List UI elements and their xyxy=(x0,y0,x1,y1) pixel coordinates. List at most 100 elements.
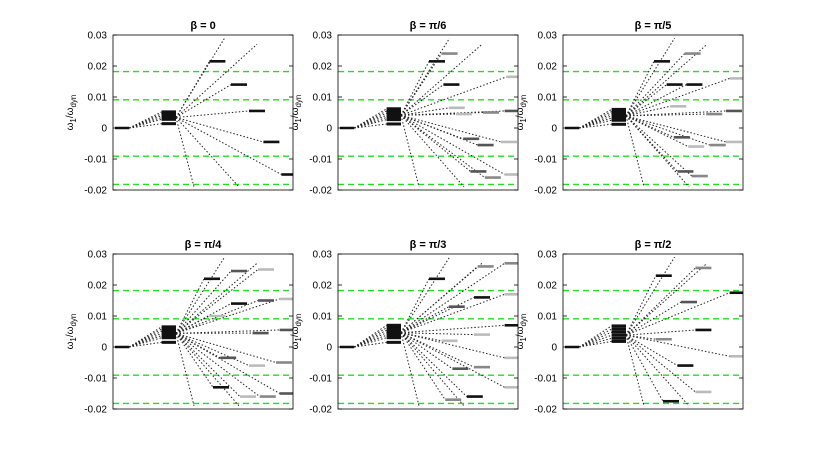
transition-line xyxy=(579,334,612,348)
transition-line xyxy=(353,324,387,348)
y-tick-label: 0 xyxy=(101,343,107,354)
y-tick-label: 0 xyxy=(326,343,332,354)
y-tick-label: 0.01 xyxy=(88,93,108,104)
y-axis-label: ω1/ωdyn xyxy=(65,314,78,350)
transition-line xyxy=(175,116,264,143)
transition-line xyxy=(625,115,693,177)
transition-line xyxy=(625,37,676,117)
transition-line xyxy=(578,331,612,348)
panel-title: β = π/2 xyxy=(635,239,672,251)
transition-line xyxy=(579,119,612,129)
transition-line xyxy=(175,110,250,118)
transition-line xyxy=(400,43,483,116)
y-axis-label: ω1/ωdyn xyxy=(65,95,78,131)
panel-beta-0: β = 0 0.03 0.02 0.01 0 -0.01 -0.02 ω1/ωdyn xyxy=(65,20,294,197)
transition-line xyxy=(128,330,162,348)
y-tick-label: -0.02 xyxy=(84,405,107,416)
y-tick-label: -0.01 xyxy=(309,155,332,166)
transition-line xyxy=(353,110,387,129)
y-tick-label: 0.01 xyxy=(538,312,558,323)
transition-line xyxy=(625,334,664,402)
panel-title: β = 0 xyxy=(190,20,215,32)
axes-box xyxy=(112,253,294,410)
transition-line xyxy=(400,332,505,359)
transition-line xyxy=(128,326,162,348)
y-tick-label: 0.03 xyxy=(538,31,558,42)
transition-line xyxy=(400,37,451,116)
y-tick-label: 0 xyxy=(326,124,332,135)
transition-line xyxy=(400,114,478,146)
y-tick-label: -0.01 xyxy=(84,374,107,385)
transition-line xyxy=(175,117,240,188)
transition-line xyxy=(579,340,612,348)
transition-line xyxy=(400,332,475,336)
transition-line xyxy=(625,334,696,393)
transition-line xyxy=(400,262,483,334)
transition-line xyxy=(175,333,214,388)
transition-line xyxy=(625,334,656,340)
transition-line xyxy=(625,334,730,357)
y-tick-label: -0.01 xyxy=(534,374,557,385)
transition-line xyxy=(400,114,465,188)
y-tick-label: -0.02 xyxy=(309,186,332,197)
y-tick-label: -0.02 xyxy=(534,405,557,416)
y-tick-label: 0.02 xyxy=(313,62,333,73)
y-tick-label: 0.01 xyxy=(538,93,558,104)
y-axis-label: ω1/ωdyn xyxy=(290,314,303,350)
transition-line xyxy=(625,334,678,367)
y-tick-label: 0 xyxy=(551,124,557,135)
y-axis-label: ω1/ωdyn xyxy=(290,95,303,131)
transition-line xyxy=(129,123,162,129)
transition-line xyxy=(175,333,240,407)
transition-line xyxy=(175,332,250,367)
transition-line xyxy=(625,115,690,188)
y-tick-label: 0.02 xyxy=(88,281,108,292)
transition-line xyxy=(400,114,486,179)
transition-line xyxy=(625,115,678,172)
transition-line xyxy=(578,113,612,129)
y-tick-label: 0.03 xyxy=(538,250,558,261)
y-axis-label: ω1/ωdyn xyxy=(515,95,528,131)
transition-line xyxy=(400,107,449,116)
transition-line xyxy=(579,123,612,129)
y-tick-label: 0.02 xyxy=(538,62,558,73)
y-tick-label: -0.01 xyxy=(534,155,557,166)
transition-line xyxy=(353,332,387,348)
transition-line xyxy=(625,77,730,117)
transition-line xyxy=(625,110,727,117)
transition-line xyxy=(625,84,687,117)
transition-line xyxy=(353,108,387,129)
y-tick-label: 0.03 xyxy=(313,250,333,261)
y-tick-label: -0.02 xyxy=(534,186,557,197)
y-tick-label: 0.01 xyxy=(88,312,108,323)
transition-line xyxy=(625,256,676,336)
transition-line xyxy=(400,76,507,116)
transition-line xyxy=(400,114,502,143)
transition-line xyxy=(129,116,162,129)
transition-line xyxy=(625,267,696,336)
y-tick-label: 0.02 xyxy=(88,62,108,73)
transition-line xyxy=(625,84,667,117)
transition-line xyxy=(400,61,430,116)
transition-line xyxy=(400,332,446,400)
transition-line xyxy=(625,43,708,117)
transition-line xyxy=(625,329,696,336)
transition-line xyxy=(400,113,457,116)
transition-line xyxy=(400,296,475,334)
transition-line xyxy=(400,114,471,172)
transition-line xyxy=(129,335,162,348)
transition-line xyxy=(579,117,612,129)
panel-beta-pi-2: β = π/2 0.03 0.02 0.01 0 -0.01 -0.02 ω1/ωdyn xyxy=(515,239,744,416)
transition-line xyxy=(354,116,387,129)
transition-line xyxy=(353,329,387,348)
transition-line xyxy=(625,113,707,117)
transition-line xyxy=(175,117,195,188)
transition-line xyxy=(578,108,612,129)
transition-line xyxy=(128,328,162,348)
transition-line xyxy=(354,334,387,348)
axes-box xyxy=(112,34,294,191)
panel-beta-pi-4: β = π/4 0.03 0.02 0.01 0 -0.01 -0.02 ω1/ωdyn xyxy=(65,239,294,416)
transition-line xyxy=(625,262,708,336)
transition-line xyxy=(175,332,280,394)
